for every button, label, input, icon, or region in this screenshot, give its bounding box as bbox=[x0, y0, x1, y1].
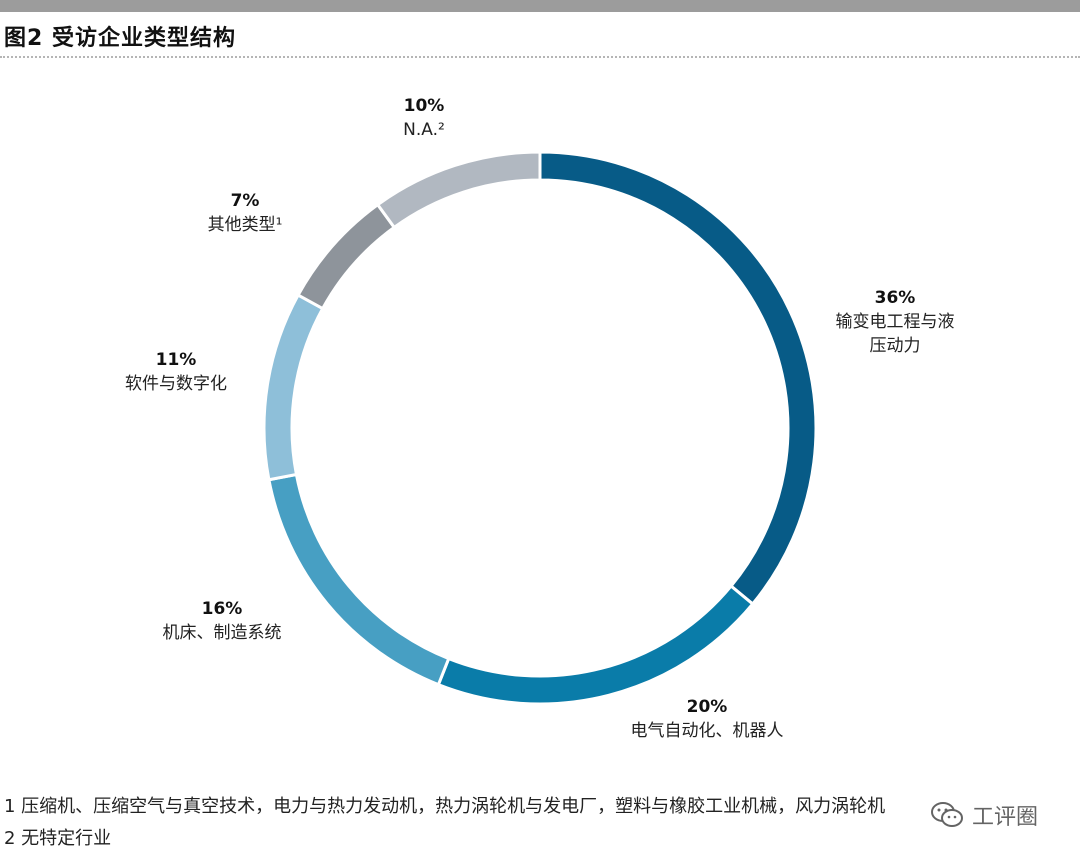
slice-label-text-3: 软件与数字化 bbox=[125, 374, 227, 394]
slice-percent-4: 7% bbox=[231, 191, 260, 211]
watermark: 工评圈 bbox=[930, 797, 1038, 833]
slice-percent-5: 10% bbox=[404, 96, 445, 116]
slice-percent-3: 11% bbox=[156, 350, 197, 370]
slice-label-text-5: N.A.² bbox=[403, 120, 445, 140]
title-divider bbox=[0, 56, 1080, 58]
footnote-1: 1 压缩机、压缩空气与真空技术，电力与热力发动机，热力涡轮机与发电厂，塑料与橡胶… bbox=[4, 796, 886, 817]
slice-percent-2: 16% bbox=[202, 599, 243, 619]
slice-percent-0: 36% bbox=[875, 288, 916, 308]
slice-label-4: 7% 其他类型¹ bbox=[208, 191, 283, 235]
slice-label-3: 11% 软件与数字化 bbox=[125, 350, 227, 394]
donut-slice-4 bbox=[296, 202, 397, 311]
slice-label-2: 16% 机床、制造系统 bbox=[163, 599, 282, 643]
donut-slice-2 bbox=[267, 472, 451, 687]
donut-slice-3 bbox=[262, 292, 325, 482]
slice-label-1: 20% 电气自动化、机器人 bbox=[631, 697, 784, 741]
top-color-bar bbox=[0, 0, 1080, 12]
slice-label-5: 10% N.A.² bbox=[403, 96, 445, 140]
slice-label-text-0: 输变电工程与液 bbox=[836, 312, 955, 332]
slice-label-text-1: 电气自动化、机器人 bbox=[631, 721, 784, 741]
donut-slice-5 bbox=[375, 150, 542, 230]
donut-slice-1 bbox=[436, 583, 755, 706]
slice-label-text-2: 机床、制造系统 bbox=[163, 623, 282, 643]
watermark-text: 工评圈 bbox=[972, 805, 1039, 830]
slice-percent-1: 20% bbox=[687, 697, 728, 717]
footnote-2: 2 无特定行业 bbox=[4, 828, 112, 849]
slice-label-text-0: 压动力 bbox=[870, 336, 921, 356]
figure-title: 图2 受访企业类型结构 bbox=[4, 26, 236, 51]
donut-slice-0 bbox=[538, 150, 818, 607]
wechat-icon bbox=[931, 802, 963, 827]
slice-label-text-4: 其他类型¹ bbox=[208, 215, 283, 235]
